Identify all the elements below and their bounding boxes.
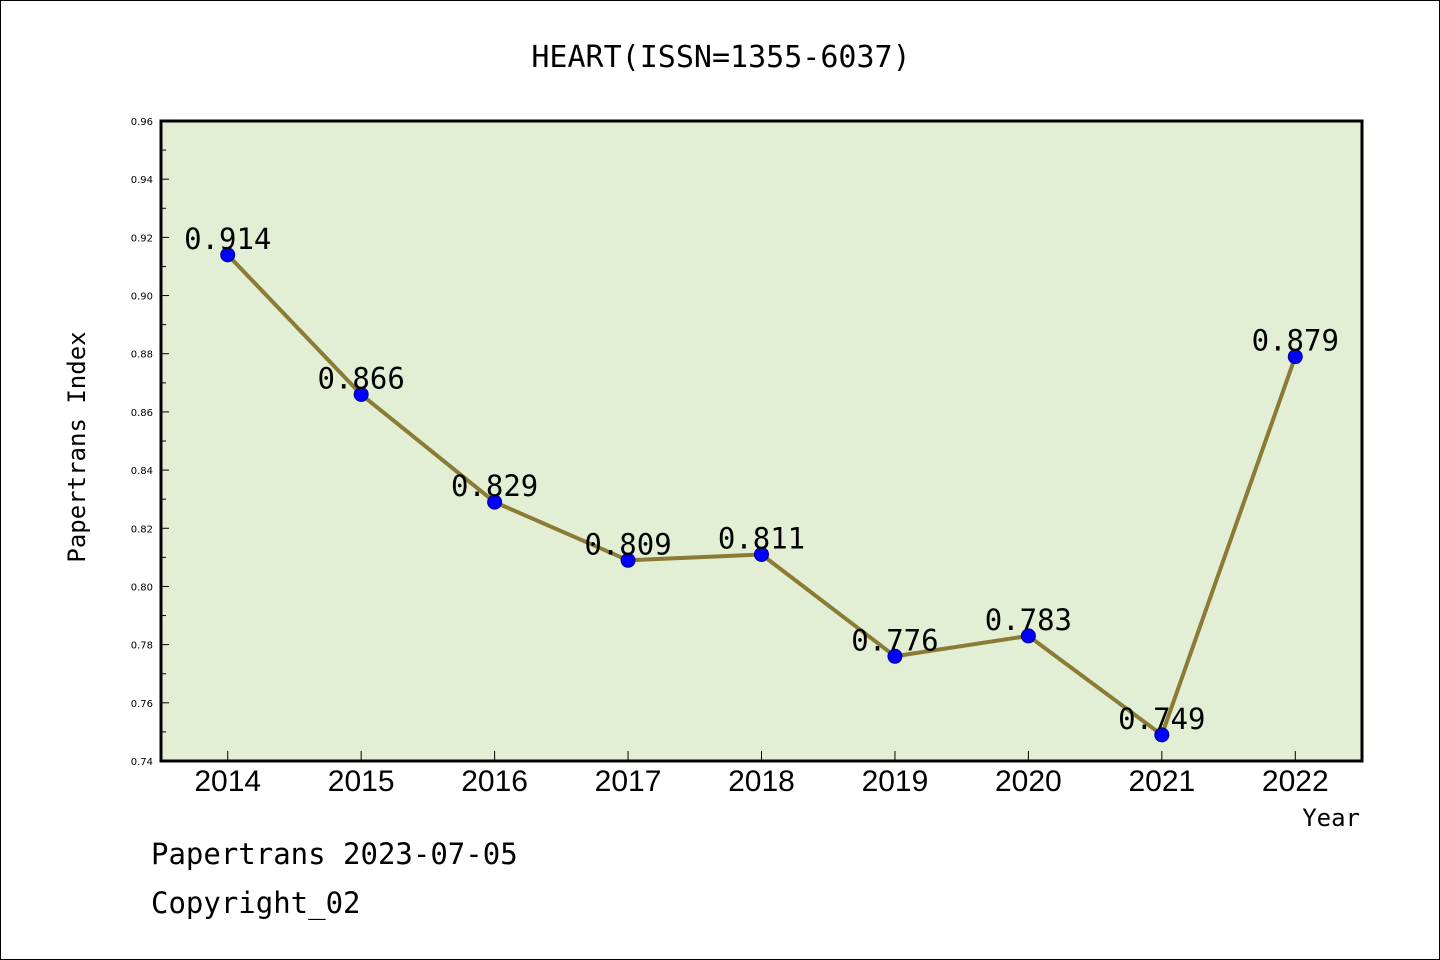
y-tick-label: 0.92 — [131, 233, 153, 244]
y-tick-label: 0.74 — [131, 757, 153, 768]
y-tick-label: 0.78 — [131, 641, 153, 652]
x-tick-label: 2014 — [194, 765, 261, 798]
plot-border — [159, 119, 1364, 763]
data-point-marker — [220, 247, 236, 263]
series-line-group: 0.914 0.866 0.829 0.809 0.811 0.776 0.783 0.749… — [184, 222, 1339, 743]
data-point-marker — [1287, 349, 1303, 365]
y-tick-label: 0.82 — [131, 524, 153, 535]
x-tick-label: 2017 — [595, 765, 662, 798]
y-tick-label: 0.80 — [131, 582, 153, 593]
data-point-label: 0.914 — [184, 222, 271, 256]
y-tick-label: 0.84 — [131, 466, 153, 477]
data-point-marker — [1154, 727, 1170, 743]
data-point-label: 0.879 — [1252, 324, 1339, 358]
footer-date-text: Papertrans 2023-07-05 — [151, 837, 518, 871]
data-point-marker — [353, 386, 369, 402]
y-tick-label: 0.86 — [131, 408, 153, 419]
x-axis-label: Year — [1302, 804, 1360, 832]
y-tick-label: 0.88 — [131, 350, 153, 361]
x-tick-label: 2018 — [728, 765, 795, 798]
y-tick-label: 0.94 — [131, 175, 153, 186]
y-tick-label: 0.76 — [131, 699, 153, 710]
data-point-label: 0.749 — [1118, 702, 1205, 736]
x-tick-label: 2016 — [461, 765, 528, 798]
x-tick-label: 2020 — [995, 765, 1062, 798]
data-point-label: 0.783 — [985, 603, 1072, 637]
chart-title: HEART(ISSN=1355-6037) — [531, 40, 910, 75]
data-point-label: 0.829 — [451, 469, 538, 503]
y-axis-label: Papertrans Index — [63, 331, 91, 562]
data-point-marker — [620, 552, 636, 568]
y-axis-ticks: 0.74 0.76 0.78 0.80 0.82 0.84 0.86 0.88 0.90 0.92… — [131, 117, 169, 768]
data-point-marker — [487, 494, 503, 510]
data-point-label: 0.776 — [851, 623, 938, 657]
data-point-label: 0.809 — [584, 527, 671, 561]
x-tick-label: 2019 — [862, 765, 929, 798]
footer-copyright-text: Copyright_02 — [151, 886, 361, 920]
y-tick-label: 0.90 — [131, 292, 153, 303]
data-point-marker — [754, 546, 769, 562]
x-tick-label: 2021 — [1128, 765, 1195, 798]
data-point-marker — [887, 648, 903, 664]
data-point-label: 0.811 — [718, 521, 805, 555]
data-point-label: 0.866 — [318, 361, 405, 395]
data-point-marker — [1020, 628, 1036, 644]
x-axis-ticks: 2014 2015 2016 2017 2018 2019 2020 2021 2022 — [194, 751, 1329, 798]
x-tick-label: 2015 — [328, 765, 395, 798]
y-tick-label: 0.96 — [131, 117, 153, 128]
x-tick-label: 2022 — [1262, 765, 1329, 798]
plot-area — [161, 121, 1362, 761]
